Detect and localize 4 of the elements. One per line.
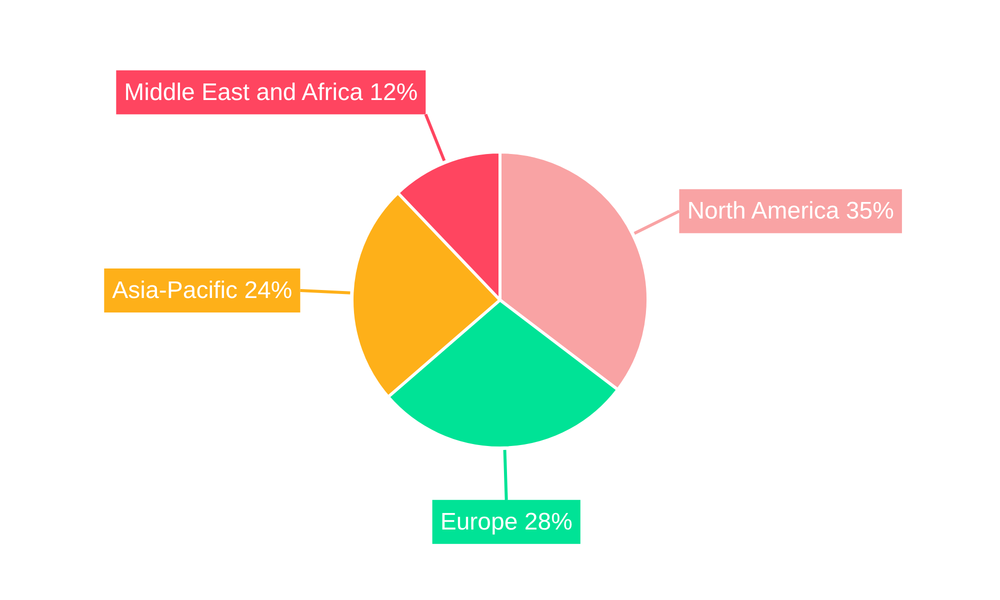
slice-label: Middle East and Africa 12% — [124, 78, 418, 106]
slice-label: Asia-Pacific 24% — [112, 276, 292, 304]
slice-label: North America 35% — [687, 198, 894, 225]
slice-label: Europe 28% — [440, 508, 572, 536]
